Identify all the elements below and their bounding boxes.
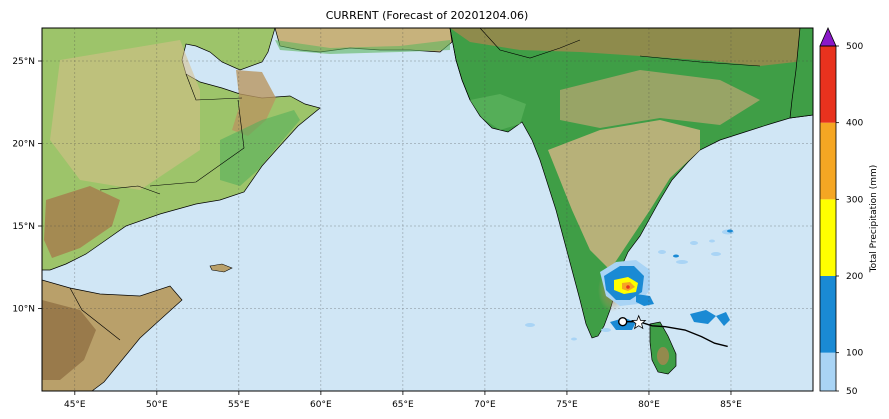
yemen-highlands [44,186,120,258]
precip-cell-bay-2 [716,312,730,326]
latitude-tick-label: 20°N [12,140,35,150]
latitude-tick-label: 10°N [12,305,35,315]
sri-lanka-highlands [657,347,669,365]
colorbar-bin [820,199,836,276]
colorbar-tick-label: 200 [846,272,863,282]
colorbar-tick-label: 500 [846,42,863,52]
colorbar-tick-label: 100 [846,349,863,359]
socotra-island [209,263,233,273]
colorbar-bin [820,122,836,200]
central-india-highlands [560,70,760,128]
colorbar-frame [819,45,837,392]
longitude-tick-label: 45°E [64,400,86,410]
precip-cell-east [636,294,654,306]
arabian-coastal-green [220,110,300,186]
ethiopian-highlands [42,300,96,380]
longitude-tick-label: 70°E [474,400,496,410]
iran-green-coast [275,40,450,54]
latitude-tick-label: 15°N [12,222,35,232]
gridlines [42,28,813,391]
longitude-tick-label: 50°E [146,400,168,410]
latitude-tick-label: 25°N [12,57,35,67]
storm-symbol-icon [631,314,647,330]
precip-cell-bay [690,310,716,324]
map-title: CURRENT (Forecast of 20201204.06) [326,9,529,22]
precip-scattered-heavy [673,229,733,258]
colorbar-bin [820,46,836,123]
longitude-tick-label: 55°E [228,400,250,410]
colorbar-label: Total Precipitation (mm) [869,165,879,274]
storm-current-position [618,317,628,327]
precip-400-500 [626,285,630,289]
longitude-tick-label: 80°E [638,400,660,410]
gujarat-coast-green [470,94,526,130]
longitude-tick-label: 75°E [556,400,578,410]
map-frame [41,27,814,392]
longitude-tick-label: 85°E [720,400,742,410]
colorbar: 50 100 200 300 400 500 Total Precipitation (m… [819,27,879,397]
longitude-tick-label: 60°E [310,400,332,410]
colorbar-bin [820,276,836,353]
colorbar-tick-label: 50 [846,387,858,397]
arabian-interior [50,40,200,190]
longitude-ticks: 45°E 50°E 55°E 60°E 65°E 70°E 75°E 80°E 85°E [64,391,742,410]
country-borders [69,28,761,341]
himalaya-region [450,28,813,66]
colorbar-extend-arrow [819,27,837,47]
myanmar-land [789,28,813,119]
colorbar-bin [820,352,836,391]
longitude-tick-label: 65°E [392,400,414,410]
colorbar-tick-label: 400 [846,119,863,129]
colorbar-tick-label: 300 [846,195,863,205]
map-area [42,28,813,391]
latitude-ticks: 10°N 15°N 20°N 25°N [12,57,42,315]
deccan-plateau [548,120,700,270]
